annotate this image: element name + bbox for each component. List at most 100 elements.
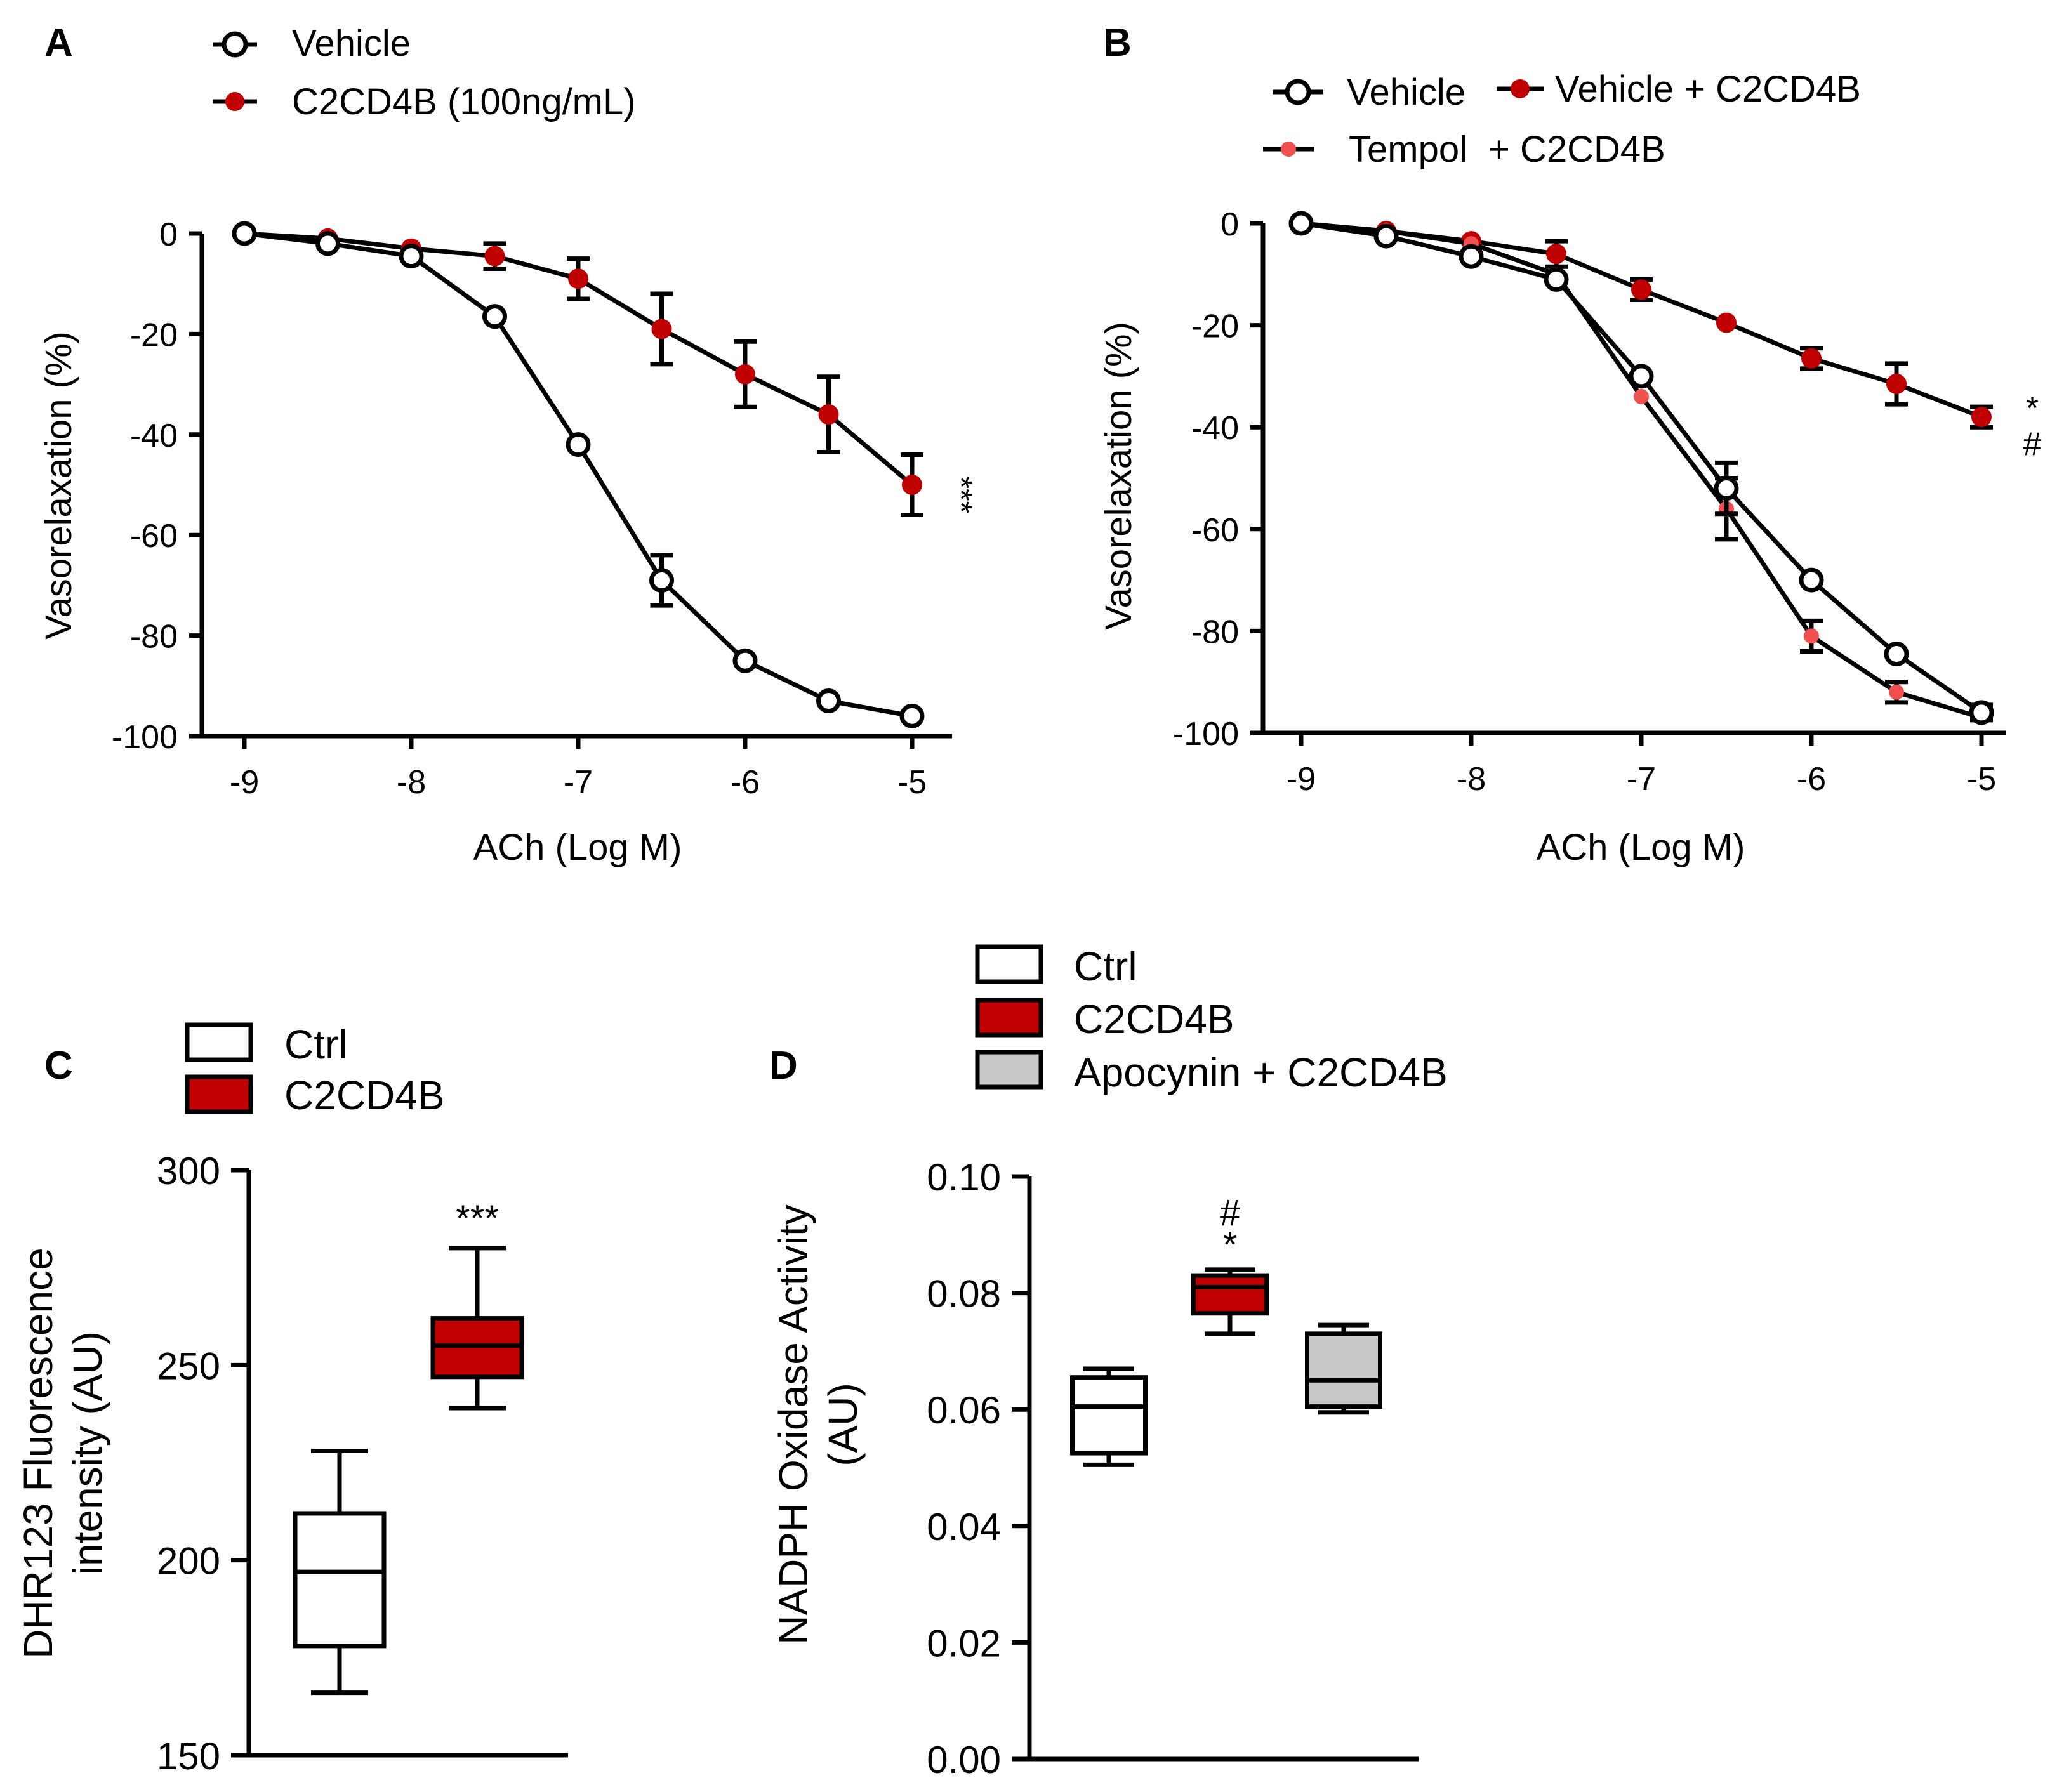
panel-b-vehicle-point: [1884, 642, 1909, 667]
panel-b-x-tick-label: -5: [1967, 761, 1996, 798]
panel-d-y-tick-label: 0.08: [927, 1273, 1001, 1315]
panel-c-plot: 150 200 250 300 ***: [157, 1150, 568, 1777]
panel-a-x-tick-label: -7: [564, 764, 593, 801]
legend-b-tempol-extra: + C2CD4B: [1488, 129, 1665, 170]
legend-b-tempol-label: Tempol: [1349, 129, 1467, 170]
panel-a-vehicle-point: [399, 244, 424, 269]
panel-d-significance: #: [1220, 1192, 1240, 1234]
panel-b-y-tick-label: -20: [1191, 308, 1239, 345]
panel-b-letter: B: [1103, 21, 1132, 65]
panel-d-ylabel-line2: (AU): [820, 1383, 866, 1466]
panel-b-vehicle-point: [1544, 267, 1569, 292]
panel-c-box-ctrl-iqr: [293, 1511, 387, 1649]
panel-a-vehicle-point: [732, 648, 758, 673]
panel-a-c2cd4b-100ng-ml-point: [568, 268, 588, 289]
panel-b-xlabel: ACh (Log M): [1537, 827, 1745, 868]
panel-a-vehicle-point: [649, 567, 674, 593]
legend-c-c2cd4b-swatch: [185, 1074, 253, 1114]
panel-b-tempol-point: [1634, 389, 1649, 405]
panel-b-y-tick-label: -40: [1191, 410, 1239, 447]
legend-a-c2cd4b-label: C2CD4B (100ng/mL): [292, 81, 636, 122]
panel-a-c2cd4b-100ng-ml-point: [484, 246, 505, 267]
panel-b-y-tick-label: -80: [1191, 614, 1239, 650]
panel-c-legend: Ctrl C2CD4B: [185, 1022, 445, 1118]
legend-c-ctrl-swatch: [185, 1022, 253, 1062]
panel-a-c2cd4b-100ng-ml-point: [818, 404, 839, 425]
legend-a-vehicle-marker: [222, 31, 248, 58]
panel-d-ylabel-line1: NADPH Oxidase Activity: [771, 1204, 816, 1645]
panel-b-y-tick-label: -60: [1191, 512, 1239, 549]
panel-b-legend: Vehicle Vehicle + C2CD4B Tempol + C2CD4B: [1263, 69, 1861, 170]
panel-b-x-tick-label: -9: [1287, 761, 1316, 798]
legend-c-c2cd4b-label: C2CD4B: [284, 1072, 445, 1118]
panel-b-vehicle-c2cd4b-point: [1546, 244, 1566, 265]
panel-b-x-tick-label: -7: [1627, 761, 1656, 798]
panel-d-y-tick-label: 0.02: [927, 1622, 1001, 1664]
panel-d-significance: *: [1223, 1225, 1238, 1266]
panel-b-vehicle-c2cd4b-point: [1631, 279, 1651, 300]
panel-b-vehicle-point: [1969, 700, 1994, 725]
panel-d-y-tick-label: 0.00: [927, 1739, 1001, 1781]
panel-a-x-tick-label: -5: [897, 764, 927, 801]
panel-a-vehicle-point: [482, 304, 507, 329]
legend-b-vehicle-marker: [1285, 79, 1311, 105]
legend-b-vehicle-label: Vehicle: [1347, 72, 1465, 113]
panel-c-significance: ***: [456, 1198, 499, 1239]
panel-d-letter: D: [769, 1044, 798, 1088]
panel-b-vehicle-point: [1799, 567, 1824, 593]
panel-b-vehicle-point: [1714, 476, 1739, 501]
panel-a-legend: Vehicle C2CD4B (100ng/mL): [213, 23, 636, 122]
panel-b-tempol-point: [1889, 684, 1904, 700]
panel-b-y-tick-label: -100: [1173, 716, 1239, 753]
panel-c-y-tick-label: 250: [157, 1345, 220, 1387]
panel-b-plot: 0 -20 -40 -60 -80 -100 -9 -8 -7 -6 -5 *#: [1173, 206, 2042, 798]
legend-b-c2cd4b-label: Vehicle + C2CD4B: [1555, 69, 1861, 110]
panel-b-vehicle-c2cd4b-point: [1886, 373, 1907, 394]
legend-b-c2cd4b-marker: [1511, 79, 1530, 98]
panel-b-vehicle-c2cd4b-point: [1971, 407, 1992, 428]
legend-d-ctrl-swatch: [975, 944, 1043, 984]
panel-d-box-ctrl-iqr: [1070, 1375, 1148, 1456]
legend-d-apocynin-label: Apocynin + C2CD4B: [1074, 1050, 1448, 1095]
legend-d-ctrl-label: Ctrl: [1074, 944, 1137, 989]
panel-d-y-tick-label: 0.06: [927, 1389, 1001, 1432]
panel-a-vehicle-point: [899, 703, 925, 728]
panel-d: D Ctrl C2CD4B Apocynin + C2CD4B 0.00 0.02…: [769, 944, 1448, 1781]
panel-a-vehicle-point: [315, 231, 340, 256]
panel-a-significance: ***: [943, 477, 979, 513]
panel-c-y-tick-label: 200: [157, 1540, 220, 1583]
panel-b-tempol-point: [1804, 628, 1819, 644]
panel-b-vehicle-c2cd4b-point: [1801, 348, 1822, 369]
panel-a-letter: A: [44, 21, 73, 65]
panel-b-significance: *: [2026, 390, 2039, 427]
panel-a-vehicle-point: [232, 221, 257, 246]
panel-a-y-tick-label: -100: [112, 719, 178, 756]
legend-d-apocynin-swatch: [975, 1050, 1043, 1090]
panel-a-y-tick-label: 0: [159, 216, 178, 253]
panel-a: A Vehicle C2CD4B (100ng/mL) 0 -20 -40 -60 -8…: [38, 21, 979, 868]
panel-d-legend: Ctrl C2CD4B Apocynin + C2CD4B: [975, 944, 1448, 1095]
panel-a-c2cd4b-100ng-ml-point: [735, 364, 755, 385]
panel-d-y-tick-label: 0.10: [927, 1156, 1001, 1199]
panel-b: B Vehicle Vehicle + C2CD4B Tempol + C2CD…: [1098, 21, 2042, 868]
panel-d-box-c2cd4b-iqr: [1191, 1273, 1269, 1316]
panel-a-y-tick-label: -60: [130, 518, 178, 555]
panel-b-vehicle-point: [1288, 211, 1314, 236]
panel-d-y-tick-label: 0.04: [927, 1506, 1001, 1548]
panel-b-vehicle-point: [1459, 244, 1484, 269]
legend-d-c2cd4b-swatch: [975, 998, 1043, 1038]
panel-a-y-tick-label: -20: [130, 317, 178, 353]
panel-b-y-tick-label: 0: [1221, 206, 1239, 243]
legend-c-ctrl-label: Ctrl: [284, 1022, 348, 1067]
panel-a-c2cd4b-100ng-ml-point: [651, 319, 672, 339]
panel-a-plot: 0 -20 -40 -60 -80 -100 -9 -8 -7 -6 -5 ***: [112, 216, 979, 801]
panel-b-vehicle-point: [1373, 223, 1399, 249]
legend-a-c2cd4b-marker: [225, 92, 244, 111]
panel-a-x-tick-label: -9: [230, 764, 259, 801]
panel-b-ylabel: Vasorelaxation (%): [1098, 322, 1139, 630]
panel-b-x-tick-label: -6: [1797, 761, 1826, 798]
panel-a-xlabel: ACh (Log M): [473, 827, 682, 868]
panel-d-plot: 0.00 0.02 0.04 0.06 0.08 0.10 #*: [927, 1156, 1419, 1781]
